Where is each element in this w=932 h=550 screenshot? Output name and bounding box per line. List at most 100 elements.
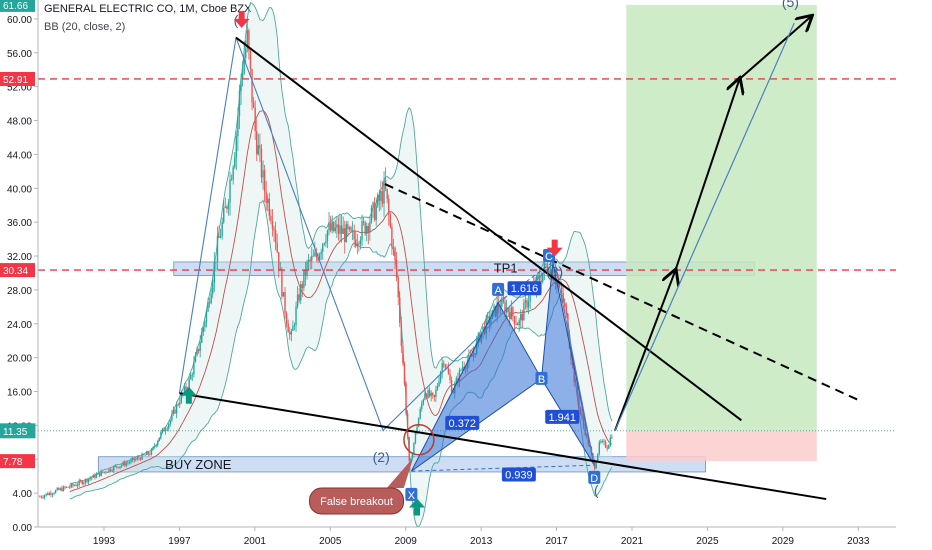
candle-body: [199, 342, 201, 352]
y-tick-label: 0.00: [13, 523, 33, 534]
candle-body: [336, 224, 338, 228]
false-breakout-label: False breakout: [320, 496, 393, 508]
candle-body: [287, 323, 289, 333]
candle-body: [505, 307, 508, 313]
candle-body: [265, 191, 267, 203]
candle-body: [94, 474, 96, 478]
candle-body: [161, 428, 164, 432]
candle-body: [320, 251, 322, 255]
candle-body: [402, 346, 404, 364]
candle-body: [194, 354, 197, 363]
candle-body: [207, 302, 209, 312]
harmonic-ac: [497, 261, 554, 304]
candle-body: [388, 198, 390, 215]
candle-body: [342, 228, 344, 234]
candle-body: [40, 496, 43, 498]
candle-body: [69, 486, 71, 488]
candle-body: [56, 488, 58, 491]
candle-body: [323, 243, 326, 245]
y-tick-label: 40.00: [7, 184, 32, 195]
candle-body: [89, 478, 91, 480]
candle-body: [461, 366, 464, 370]
candle-body: [119, 466, 121, 468]
candle-body: [309, 259, 311, 262]
wave-label-2: (2): [373, 449, 390, 465]
price-badge-1: [0, 0, 35, 12]
candle-body: [516, 323, 519, 326]
candle-body: [361, 221, 363, 240]
candle-body: [366, 226, 368, 234]
projection-arrow-1: [614, 270, 675, 431]
candle-body: [417, 418, 420, 427]
candle-body: [212, 282, 214, 294]
candle-body: [39, 496, 41, 498]
candle-body: [282, 291, 285, 297]
candle-body: [493, 305, 495, 310]
candle-body: [183, 386, 186, 393]
candle-body: [106, 472, 109, 473]
trendline-1: [235, 36, 742, 422]
candle-body: [538, 276, 541, 281]
candle-body: [111, 470, 113, 472]
candle-body: [102, 471, 104, 473]
candle-body: [501, 297, 503, 307]
candle-body: [504, 301, 506, 313]
candle-body: [373, 202, 376, 221]
candle-body: [331, 221, 333, 231]
x-tick-label: 1993: [93, 536, 116, 547]
candle-body: [168, 424, 170, 429]
x-tick-label: 2025: [696, 536, 719, 547]
candle-body: [65, 486, 68, 488]
y-axis-panel: [896, 0, 932, 550]
candle-body: [340, 225, 343, 234]
candle-body: [163, 428, 165, 432]
candle-body: [97, 473, 99, 475]
candle-body: [208, 302, 211, 304]
candle-body: [86, 479, 88, 482]
candle-body: [80, 480, 82, 482]
candle-body: [103, 471, 106, 473]
candle-body: [237, 116, 239, 137]
candle-body: [597, 453, 599, 462]
candle-body: [87, 479, 90, 482]
candle-body: [397, 277, 399, 298]
candle-body: [232, 167, 234, 180]
candle-body: [240, 78, 242, 91]
candle-body: [436, 385, 439, 390]
candle-body: [252, 102, 255, 108]
y-tick-label: 16.00: [7, 388, 32, 399]
candle-body: [403, 363, 406, 384]
candle-body: [268, 198, 271, 216]
candle-body: [274, 230, 277, 243]
candle-body: [521, 314, 524, 321]
candle-body: [62, 486, 65, 492]
candle-body: [549, 269, 552, 277]
point-label-b: B: [538, 374, 545, 386]
candle-body: [284, 291, 286, 314]
candle-body: [293, 325, 296, 326]
projection-arrow-3: [738, 16, 811, 80]
candle-body: [155, 445, 157, 447]
candle-body: [245, 48, 247, 58]
candle-body: [292, 325, 294, 332]
candle-body: [524, 300, 527, 303]
candle-body: [458, 370, 461, 383]
candle-body: [416, 426, 418, 433]
candle-body: [411, 454, 414, 459]
candle-body: [377, 194, 379, 206]
candle-body: [369, 221, 371, 233]
candle-body: [414, 432, 417, 444]
candle-body: [595, 461, 597, 469]
candle-body: [59, 488, 62, 490]
candle-body: [311, 256, 313, 262]
candle-body: [241, 72, 244, 79]
candle-body: [296, 294, 299, 307]
candle-body: [229, 179, 231, 203]
y-tick-label: 48.00: [7, 117, 32, 128]
candle-body: [124, 462, 126, 466]
candle-body: [210, 293, 212, 304]
candle-body: [439, 372, 442, 382]
candle-body: [312, 255, 315, 257]
candle-body: [526, 300, 528, 308]
